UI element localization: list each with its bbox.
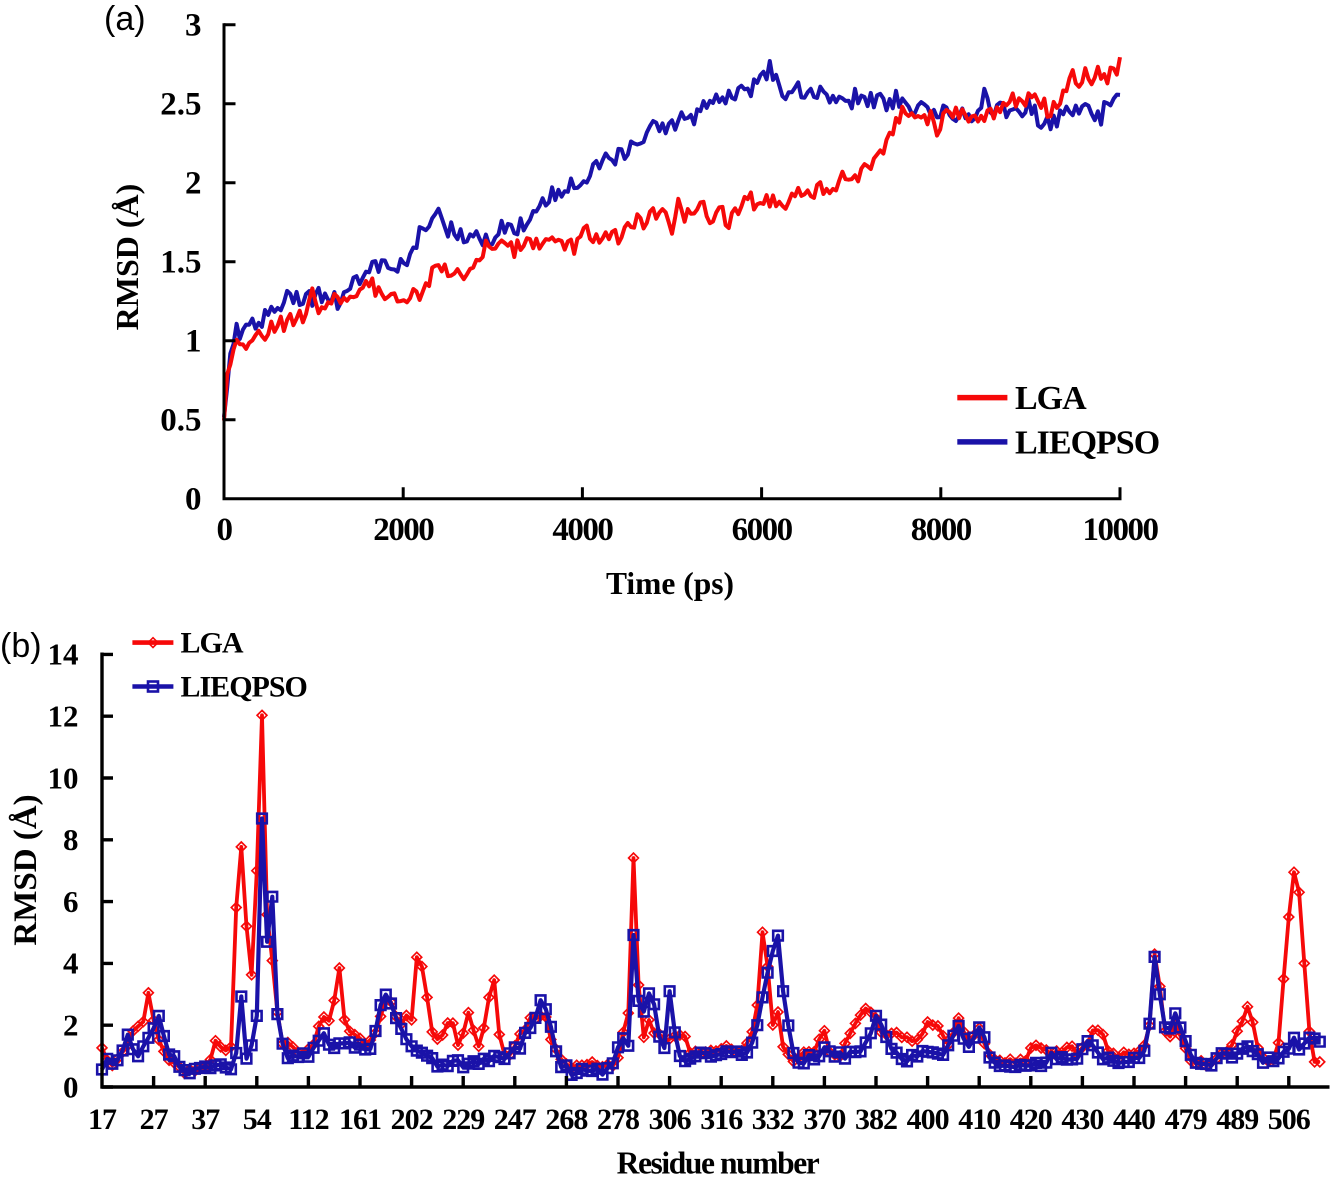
svg-text:12: 12 <box>48 699 79 734</box>
svg-text:112: 112 <box>288 1103 328 1136</box>
svg-text:10: 10 <box>48 760 79 795</box>
svg-text:1.5: 1.5 <box>160 245 201 281</box>
svg-text:332: 332 <box>752 1103 794 1136</box>
svg-text:LIEQPSO: LIEQPSO <box>181 670 307 703</box>
svg-text:430: 430 <box>1061 1103 1103 1136</box>
svg-text:8: 8 <box>63 822 79 857</box>
svg-text:54: 54 <box>243 1103 272 1136</box>
svg-text:Residue number: Residue number <box>617 1146 820 1181</box>
svg-text:(a): (a) <box>104 0 146 38</box>
svg-text:17: 17 <box>88 1103 117 1136</box>
svg-text:6000: 6000 <box>732 512 793 548</box>
svg-text:370: 370 <box>803 1103 845 1136</box>
svg-text:3: 3 <box>185 8 202 44</box>
svg-text:410: 410 <box>958 1103 1000 1136</box>
svg-text:1: 1 <box>185 324 202 360</box>
svg-text:Time (ps): Time (ps) <box>606 566 734 601</box>
svg-text:247: 247 <box>494 1103 537 1136</box>
svg-text:2000: 2000 <box>373 512 434 548</box>
svg-text:37: 37 <box>191 1103 220 1136</box>
svg-text:LGA: LGA <box>1015 380 1087 417</box>
svg-text:4000: 4000 <box>552 512 613 548</box>
svg-text:2: 2 <box>185 166 202 202</box>
svg-text:0: 0 <box>217 512 233 548</box>
svg-text:4: 4 <box>63 946 79 981</box>
svg-text:14: 14 <box>48 637 79 672</box>
svg-text:400: 400 <box>907 1103 949 1136</box>
svg-text:RMSD (Å): RMSD (Å) <box>109 184 145 331</box>
svg-text:479: 479 <box>1165 1103 1207 1136</box>
svg-text:2.5: 2.5 <box>160 87 201 123</box>
svg-text:268: 268 <box>545 1103 587 1136</box>
svg-text:278: 278 <box>597 1103 639 1136</box>
svg-text:RMSD (Å): RMSD (Å) <box>8 794 44 945</box>
svg-text:382: 382 <box>855 1103 897 1136</box>
svg-text:6: 6 <box>63 884 79 919</box>
svg-text:229: 229 <box>442 1103 484 1136</box>
svg-text:0: 0 <box>185 482 202 518</box>
svg-text:LGA: LGA <box>181 627 244 660</box>
svg-text:27: 27 <box>140 1103 169 1136</box>
svg-text:420: 420 <box>1010 1103 1052 1136</box>
svg-text:440: 440 <box>1113 1103 1155 1136</box>
svg-text:306: 306 <box>649 1103 692 1136</box>
svg-text:489: 489 <box>1216 1103 1258 1136</box>
svg-text:10000: 10000 <box>1083 512 1159 548</box>
svg-text:8000: 8000 <box>911 512 972 548</box>
svg-text:0: 0 <box>63 1069 79 1104</box>
svg-text:2: 2 <box>63 1008 79 1043</box>
svg-text:LIEQPSO: LIEQPSO <box>1015 424 1159 461</box>
svg-text:202: 202 <box>391 1103 433 1136</box>
svg-text:506: 506 <box>1268 1103 1311 1136</box>
svg-text:(b): (b) <box>0 627 42 665</box>
svg-text:161: 161 <box>339 1103 381 1136</box>
svg-text:316: 316 <box>700 1103 743 1136</box>
svg-text:0.5: 0.5 <box>160 403 201 439</box>
